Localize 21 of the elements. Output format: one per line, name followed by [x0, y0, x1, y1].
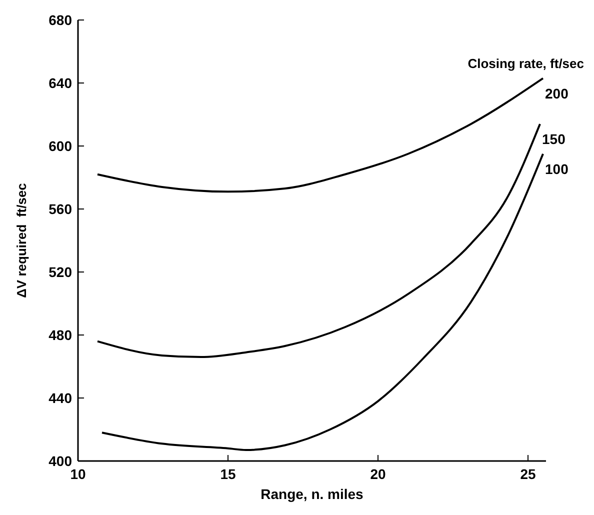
- y-tick-label: 560: [48, 201, 72, 217]
- y-tick-label: 680: [48, 12, 72, 28]
- series-label: 100: [545, 160, 569, 177]
- y-tick-label: 520: [48, 264, 72, 280]
- line-series: [96, 122, 541, 358]
- y-tick-label: 640: [48, 75, 72, 91]
- x-tick-label: 15: [220, 466, 236, 482]
- line-series: [96, 77, 544, 193]
- y-tick-label: 440: [48, 390, 72, 406]
- y-tick-label: 600: [48, 138, 72, 154]
- series-label: 200: [545, 85, 569, 102]
- x-axis-title: Range, n. miles: [260, 486, 364, 502]
- series-label: 150: [542, 130, 566, 147]
- x-tick-label: 20: [370, 466, 386, 482]
- y-tick-label: 400: [48, 453, 72, 469]
- x-tick-label: 25: [520, 466, 536, 482]
- line-series: [101, 152, 544, 451]
- legend-title: Closing rate, ft/sec: [468, 56, 584, 71]
- x-tick-label: 10: [70, 466, 86, 482]
- y-tick-label: 480: [48, 327, 72, 343]
- y-axis-title: ΔV required ft/sec: [14, 183, 29, 298]
